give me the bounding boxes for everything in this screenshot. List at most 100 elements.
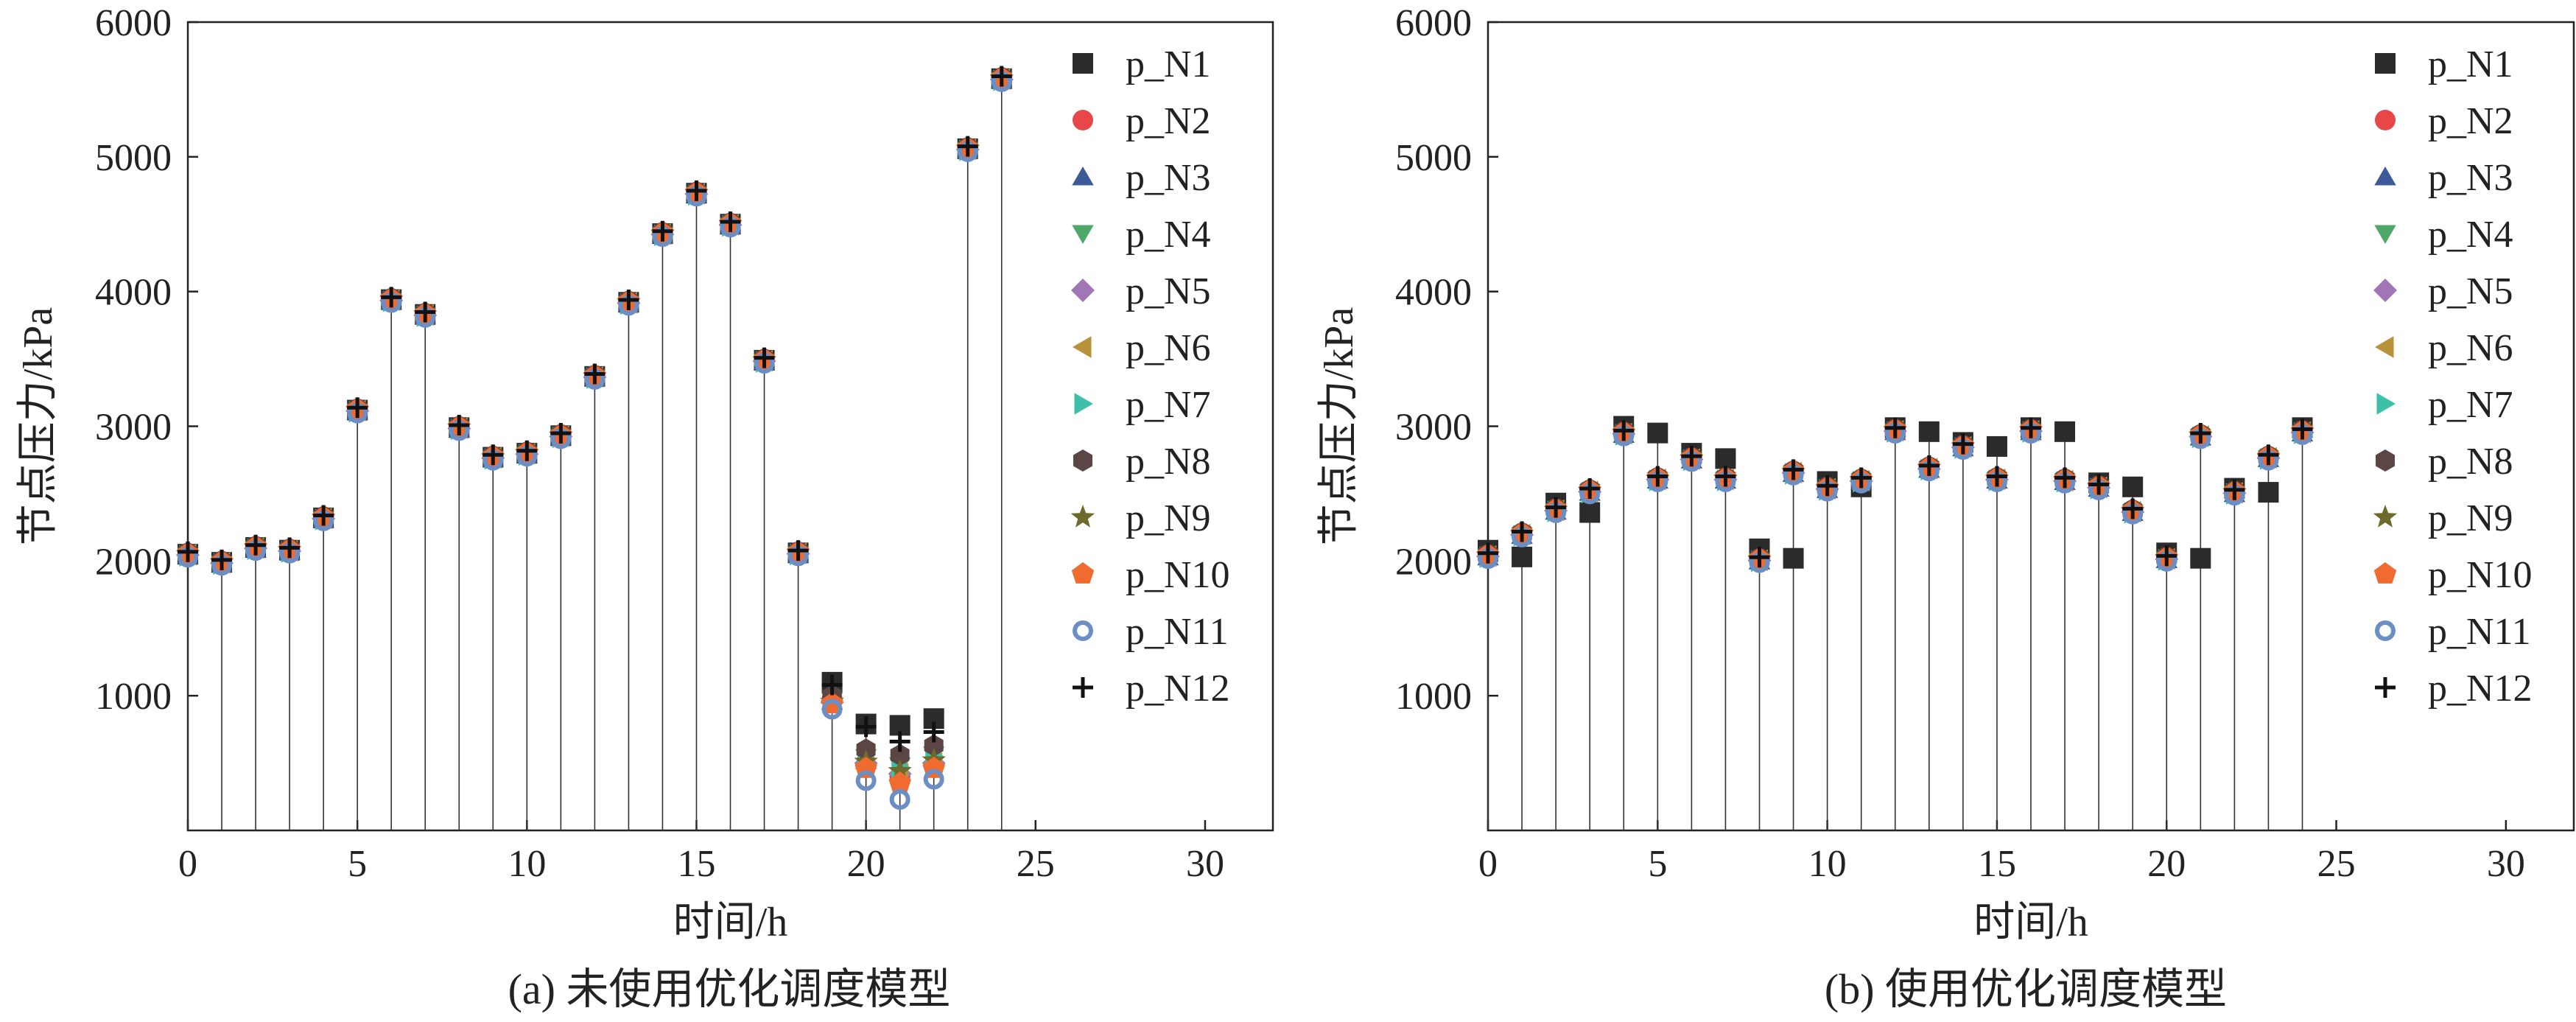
y-tick-label: 4000 bbox=[1395, 272, 1472, 314]
data-point bbox=[178, 541, 198, 562]
legend-label: p_N11 bbox=[1126, 611, 1229, 653]
legend-label: p_N12 bbox=[2428, 668, 2533, 710]
legend: p_N1 p_N2 p_N3 p_N4 p_N5 p_N6 p_N7 p_N8 p_N9 p_N1… bbox=[2373, 43, 2533, 710]
data-point bbox=[1850, 467, 1872, 489]
data-point bbox=[449, 415, 470, 436]
y-tick-label: 3000 bbox=[1395, 407, 1472, 449]
chart-panel-b: 0 5 10 15 20 25 30 1000 2000 3000 4000 5000 6000 时间/h… bbox=[1316, 2, 2575, 1013]
x-tick-label: 0 bbox=[178, 843, 197, 885]
data-point bbox=[1545, 497, 1567, 518]
legend-marker bbox=[2373, 562, 2397, 584]
y-tick-label: 4000 bbox=[95, 272, 172, 314]
legend-marker bbox=[1072, 167, 1094, 186]
data-point bbox=[855, 770, 877, 791]
legend-label: p_N6 bbox=[2428, 327, 2513, 369]
legend-marker bbox=[2375, 677, 2396, 698]
legend: p_N1 p_N2 p_N3 p_N4 p_N5 p_N6 p_N7 p_N8 p_N9 p_N1… bbox=[1070, 43, 1230, 710]
y-tick-label: 5000 bbox=[95, 137, 172, 179]
data-point bbox=[1681, 446, 1702, 467]
legend-marker bbox=[1073, 677, 1093, 698]
x-axis-title: 时间/h bbox=[1973, 900, 2088, 945]
data-point bbox=[2190, 547, 2211, 569]
x-tick-label: 25 bbox=[1017, 843, 1055, 885]
legend-label: p_N4 bbox=[2428, 214, 2513, 256]
x-tick-label: 30 bbox=[2487, 843, 2525, 885]
y-tick-label: 6000 bbox=[1395, 2, 1472, 44]
legend-marker bbox=[2373, 279, 2397, 302]
y-tick-label: 2000 bbox=[1395, 541, 1472, 583]
legend-label: p_N9 bbox=[1126, 497, 1211, 539]
data-point bbox=[381, 287, 402, 308]
data-point bbox=[686, 180, 707, 201]
x-tick-label: 20 bbox=[847, 843, 885, 885]
legend-label: p_N8 bbox=[1126, 441, 1211, 483]
data-point bbox=[924, 734, 944, 757]
data-point bbox=[618, 290, 639, 311]
legend-marker bbox=[1071, 279, 1095, 302]
legend-label: p_N7 bbox=[2428, 384, 2513, 426]
legend-marker bbox=[1073, 336, 1092, 358]
data-point bbox=[1986, 466, 2007, 487]
data-point bbox=[2088, 474, 2110, 495]
data-point bbox=[211, 549, 233, 570]
series-p_N7 bbox=[1479, 421, 2313, 573]
data-point bbox=[1647, 466, 1668, 487]
data-point bbox=[888, 771, 911, 793]
data-point bbox=[1783, 459, 1804, 480]
legend-marker bbox=[1070, 505, 1095, 528]
data-point bbox=[313, 505, 334, 526]
series-p_N12 bbox=[1478, 417, 2313, 568]
data-point bbox=[2224, 479, 2245, 500]
data-point bbox=[889, 788, 910, 810]
data-point bbox=[1918, 421, 1940, 442]
data-point bbox=[1478, 542, 1498, 564]
x-tick-label: 5 bbox=[1648, 843, 1667, 885]
data-point bbox=[1512, 521, 1533, 542]
data-point bbox=[2122, 498, 2144, 519]
x-tick-label: 30 bbox=[1186, 843, 1224, 885]
data-point bbox=[888, 758, 912, 782]
data-point bbox=[957, 136, 978, 157]
data-point bbox=[652, 220, 673, 242]
data-point bbox=[584, 363, 606, 385]
data-point bbox=[1918, 455, 1940, 476]
legend-label: p_N9 bbox=[2428, 497, 2513, 539]
legend-marker bbox=[2374, 225, 2396, 244]
drop-lines bbox=[187, 76, 1003, 830]
legend-marker bbox=[2376, 449, 2395, 472]
data-point bbox=[1884, 417, 1906, 438]
y-axis-title: 节点压力/kPa bbox=[1316, 307, 1362, 546]
x-tick-label: 0 bbox=[1478, 843, 1498, 885]
data-point bbox=[1579, 477, 1601, 499]
legend-label: p_N2 bbox=[1126, 100, 1211, 142]
legend-marker bbox=[1072, 225, 1094, 244]
y-tick-label: 3000 bbox=[95, 407, 172, 449]
x-axis-title: 时间/h bbox=[673, 900, 788, 945]
panel-caption: (a) 未使用优化调度模型 bbox=[508, 965, 951, 1013]
data-point bbox=[1715, 448, 1736, 469]
data-point bbox=[2258, 444, 2279, 466]
x-tick-label: 15 bbox=[1978, 843, 2016, 885]
data-point bbox=[2258, 482, 2279, 503]
legend-label: p_N5 bbox=[1126, 270, 1211, 312]
x-tick-label: 10 bbox=[1808, 843, 1847, 885]
data-point bbox=[1579, 502, 1601, 523]
legend-label: p_N3 bbox=[2428, 157, 2513, 199]
data-point bbox=[2122, 476, 2144, 497]
markers bbox=[1475, 416, 2314, 573]
legend-label: p_N1 bbox=[2428, 43, 2513, 85]
data-point bbox=[787, 540, 809, 561]
data-point bbox=[889, 731, 910, 752]
drop-lines bbox=[1487, 426, 2303, 830]
data-point bbox=[1986, 435, 2007, 457]
legend-label: p_N10 bbox=[1126, 554, 1230, 596]
x-tick-label: 20 bbox=[2147, 843, 2186, 885]
data-point bbox=[1749, 547, 1770, 568]
data-point bbox=[821, 674, 843, 696]
y-tick-label: 6000 bbox=[95, 2, 172, 44]
data-point bbox=[1952, 433, 1973, 455]
data-point bbox=[1647, 422, 1668, 444]
y-tick-label: 1000 bbox=[1395, 676, 1472, 718]
legend-marker bbox=[1073, 53, 1093, 74]
